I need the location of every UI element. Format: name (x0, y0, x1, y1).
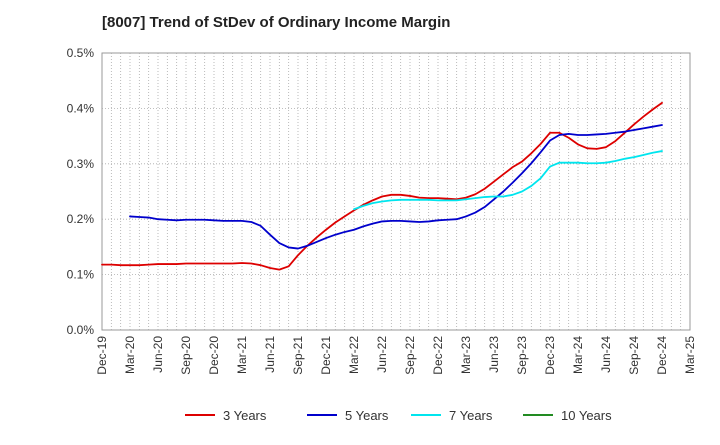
series-line-5-years (129, 124, 663, 250)
x-tick-label: Mar-22 (347, 336, 361, 374)
legend-label-10-years: 10 Years (561, 408, 612, 423)
x-tick-label: Sep-24 (627, 336, 641, 375)
legend-label-3-years: 3 Years (223, 408, 267, 423)
axes: 0.0% 0.1% 0.2% 0.3% 0.4% 0.5% Dec-19 Mar-20 Jun-… (67, 46, 697, 375)
x-tick-label: Dec-19 (95, 336, 109, 375)
x-tick-label: Sep-22 (403, 336, 417, 375)
x-tick-label: Mar-24 (571, 336, 585, 374)
plot-frame (101, 52, 691, 331)
grid-lines (101, 52, 691, 331)
y-tick-label: 0.0% (67, 323, 95, 337)
x-tick-label: Dec-21 (319, 336, 333, 375)
x-tick-label: Dec-20 (207, 336, 221, 375)
x-tick-label: Jun-20 (151, 336, 165, 373)
x-tick-label: Dec-23 (543, 336, 557, 375)
x-tick-label: Dec-22 (431, 336, 445, 375)
x-tick-label: Jun-23 (487, 336, 501, 373)
x-tick-label: Sep-23 (515, 336, 529, 375)
series-lines (101, 101, 663, 271)
x-tick-label: Dec-24 (655, 336, 669, 375)
y-tick-label: 0.1% (67, 268, 95, 282)
legend: 3 Years 5 Years 7 Years 10 Years (185, 408, 612, 423)
y-tick-label: 0.3% (67, 157, 95, 171)
series-line-7-years (353, 150, 663, 211)
x-tick-label: Sep-20 (179, 336, 193, 375)
legend-label-7-years: 7 Years (449, 408, 493, 423)
x-tick-label: Jun-22 (375, 336, 389, 373)
legend-label-5-years: 5 Years (345, 408, 389, 423)
x-tick-label: Sep-21 (291, 336, 305, 375)
x-tick-label: Jun-21 (263, 336, 277, 373)
x-tick-label: Mar-21 (235, 336, 249, 374)
y-tick-label: 0.2% (67, 212, 95, 226)
series-line-3-years (101, 101, 663, 271)
y-tick-label: 0.4% (67, 101, 95, 115)
x-tick-label: Jun-24 (599, 336, 613, 373)
x-tick-label: Mar-20 (123, 336, 137, 374)
chart-title: [8007] Trend of StDev of Ordinary Income… (102, 14, 451, 31)
x-tick-label: Mar-23 (459, 336, 473, 374)
x-tick-label: Mar-25 (683, 336, 697, 374)
y-tick-label: 0.5% (67, 46, 95, 60)
